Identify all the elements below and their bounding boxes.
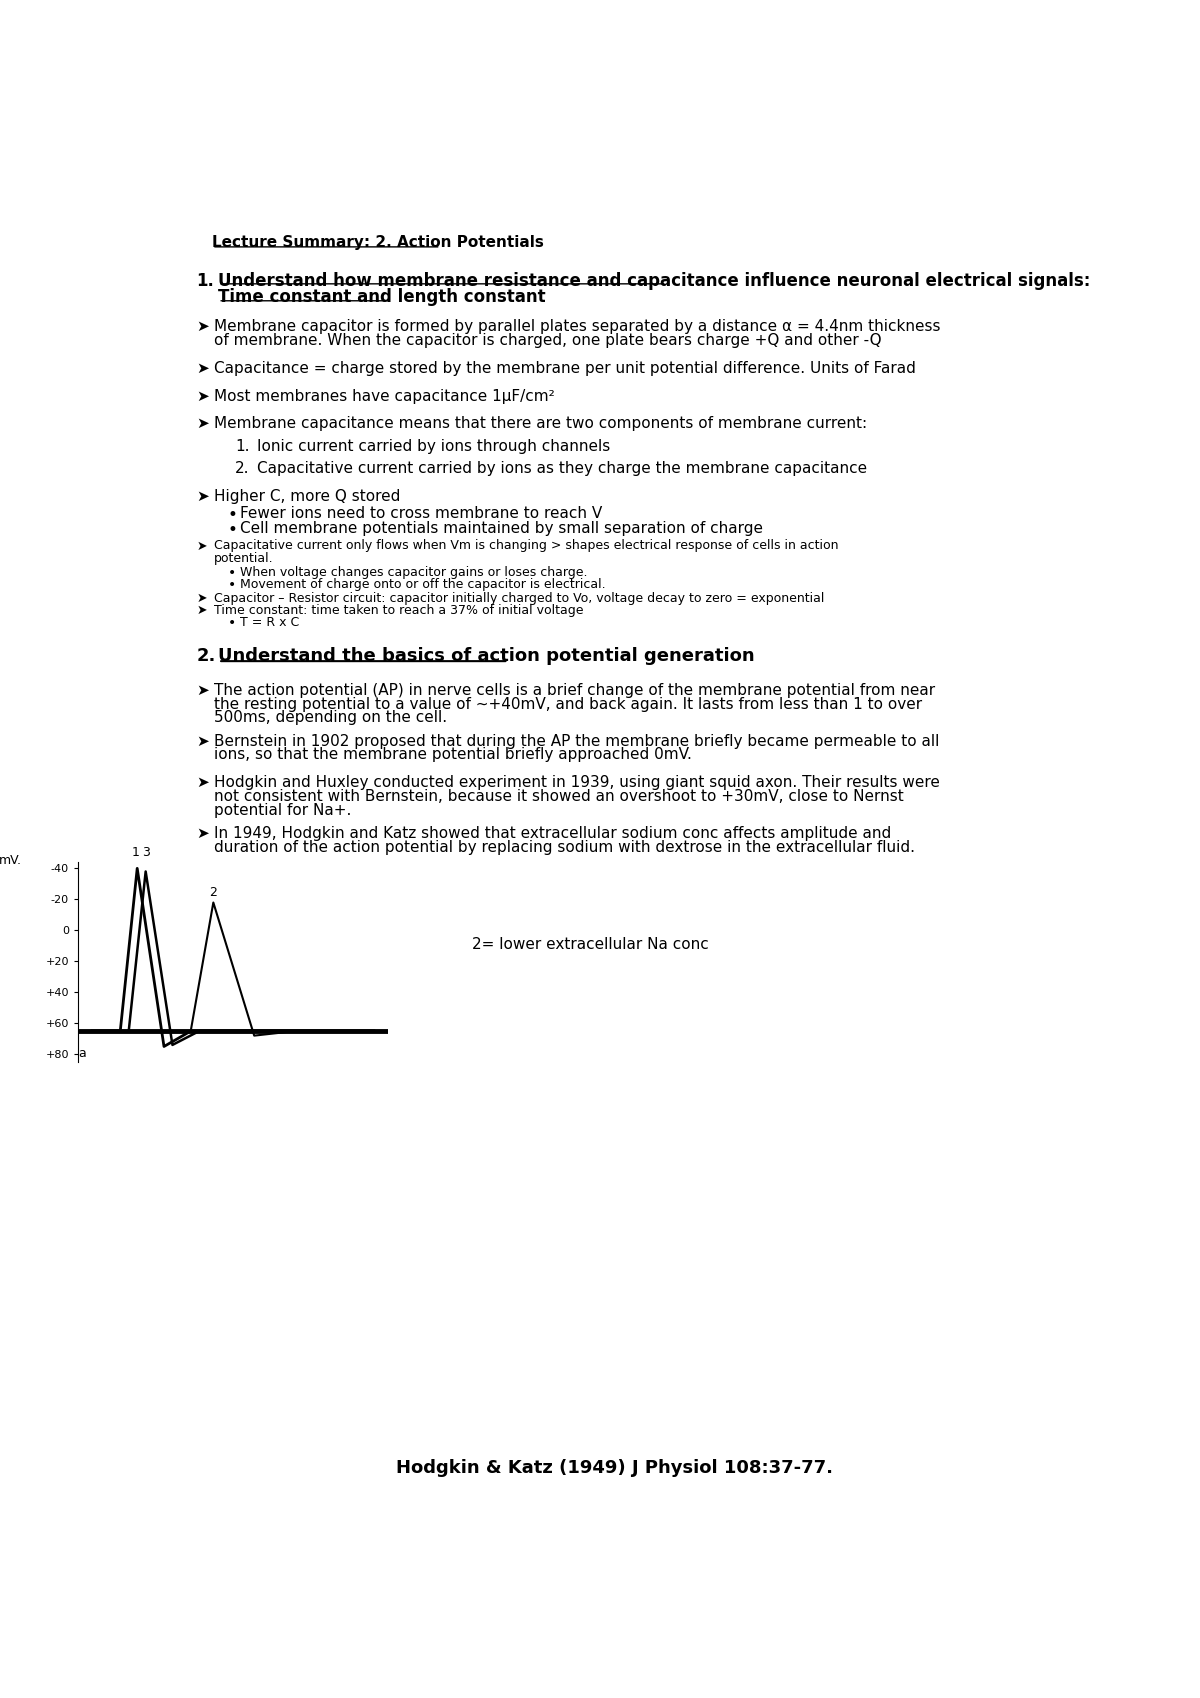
Text: Lecture Summary: 2. Action Potentials: Lecture Summary: 2. Action Potentials: [212, 234, 544, 250]
Text: •: •: [228, 506, 238, 523]
Text: 1: 1: [132, 846, 139, 859]
Text: potential.: potential.: [214, 552, 274, 565]
Text: Capacitance = charge stored by the membrane per unit potential difference. Units: Capacitance = charge stored by the membr…: [214, 362, 916, 375]
Text: Membrane capacitor is formed by parallel plates separated by a distance α = 4.4n: Membrane capacitor is formed by parallel…: [214, 319, 940, 335]
Text: of membrane. When the capacitor is charged, one plate bears charge +Q and other : of membrane. When the capacitor is charg…: [214, 333, 881, 348]
Text: ➤: ➤: [197, 416, 209, 431]
Text: ➤: ➤: [197, 319, 209, 335]
Text: Understand the basics of action potential generation: Understand the basics of action potentia…: [218, 647, 755, 666]
Text: ➤: ➤: [197, 683, 209, 698]
Text: Time constant and length constant: Time constant and length constant: [218, 289, 546, 306]
Text: When voltage changes capacitor gains or loses charge.: When voltage changes capacitor gains or …: [240, 565, 588, 579]
Text: •: •: [228, 521, 238, 538]
Text: Movement of charge onto or off the capacitor is electrical.: Movement of charge onto or off the capac…: [240, 577, 606, 591]
Text: ➤: ➤: [197, 540, 208, 552]
Text: Higher C, more Q stored: Higher C, more Q stored: [214, 489, 400, 504]
Y-axis label: mV.: mV.: [0, 854, 22, 868]
Text: ➤: ➤: [197, 362, 209, 375]
Text: ions, so that the membrane potential briefly approached 0mV.: ions, so that the membrane potential bri…: [214, 747, 691, 762]
Text: T = R x C: T = R x C: [240, 616, 299, 630]
Text: ➤: ➤: [197, 774, 209, 790]
Text: ➤: ➤: [197, 389, 209, 404]
Text: 1.: 1.: [197, 272, 215, 290]
Text: ➤: ➤: [197, 489, 209, 504]
Text: ➤: ➤: [197, 734, 209, 749]
Text: Hodgkin & Katz (1949) J Physiol 108:37-77.: Hodgkin & Katz (1949) J Physiol 108:37-7…: [396, 1459, 834, 1477]
Text: 2.: 2.: [197, 647, 216, 666]
Text: Capacitor – Resistor circuit: capacitor initially charged to Vo, voltage decay t: Capacitor – Resistor circuit: capacitor …: [214, 593, 824, 604]
Text: The action potential (AP) in nerve cells is a brief change of the membrane poten: The action potential (AP) in nerve cells…: [214, 683, 935, 698]
Text: •: •: [228, 616, 235, 630]
Text: potential for Na+.: potential for Na+.: [214, 803, 350, 818]
Text: not consistent with Bernstein, because it showed an overshoot to +30mV, close to: not consistent with Bernstein, because i…: [214, 790, 904, 803]
Text: Time constant: time taken to reach a 37% of initial voltage: Time constant: time taken to reach a 37%…: [214, 604, 583, 616]
Text: ➤: ➤: [197, 604, 208, 616]
Text: Understand how membrane resistance and capacitance influence neuronal electrical: Understand how membrane resistance and c…: [218, 272, 1091, 290]
Text: Capacitative current carried by ions as they charge the membrane capacitance: Capacitative current carried by ions as …: [257, 460, 868, 475]
Text: Ionic current carried by ions through channels: Ionic current carried by ions through ch…: [257, 440, 611, 455]
Text: Hodgkin and Huxley conducted experiment in 1939, using giant squid axon. Their r: Hodgkin and Huxley conducted experiment …: [214, 774, 940, 790]
Text: duration of the action potential by replacing sodium with dextrose in the extrac: duration of the action potential by repl…: [214, 841, 914, 854]
Text: 3: 3: [142, 846, 150, 859]
Text: 1.: 1.: [235, 440, 250, 455]
Text: a: a: [78, 1048, 85, 1061]
Text: 500ms, depending on the cell.: 500ms, depending on the cell.: [214, 710, 446, 725]
Text: Bernstein in 1902 proposed that during the AP the membrane briefly became permea: Bernstein in 1902 proposed that during t…: [214, 734, 938, 749]
Text: •: •: [228, 565, 235, 579]
Text: the resting potential to a value of ~+40mV, and back again. It lasts from less t: the resting potential to a value of ~+40…: [214, 696, 922, 711]
Text: •: •: [228, 577, 235, 593]
Text: ➤: ➤: [197, 593, 208, 604]
Text: Capacitative current only flows when Vm is changing > shapes electrical response: Capacitative current only flows when Vm …: [214, 540, 838, 552]
Text: ➤: ➤: [197, 825, 209, 841]
Text: 2.: 2.: [235, 460, 250, 475]
Text: 2: 2: [209, 886, 217, 900]
Text: Most membranes have capacitance 1μF/cm²: Most membranes have capacitance 1μF/cm²: [214, 389, 554, 404]
Text: Membrane capacitance means that there are two components of membrane current:: Membrane capacitance means that there ar…: [214, 416, 866, 431]
Text: 2= lower extracellular Na conc: 2= lower extracellular Na conc: [472, 937, 708, 953]
Text: Fewer ions need to cross membrane to reach V: Fewer ions need to cross membrane to rea…: [240, 506, 602, 521]
Text: In 1949, Hodgkin and Katz showed that extracellular sodium conc affects amplitud: In 1949, Hodgkin and Katz showed that ex…: [214, 825, 890, 841]
Text: Cell membrane potentials maintained by small separation of charge: Cell membrane potentials maintained by s…: [240, 521, 763, 537]
